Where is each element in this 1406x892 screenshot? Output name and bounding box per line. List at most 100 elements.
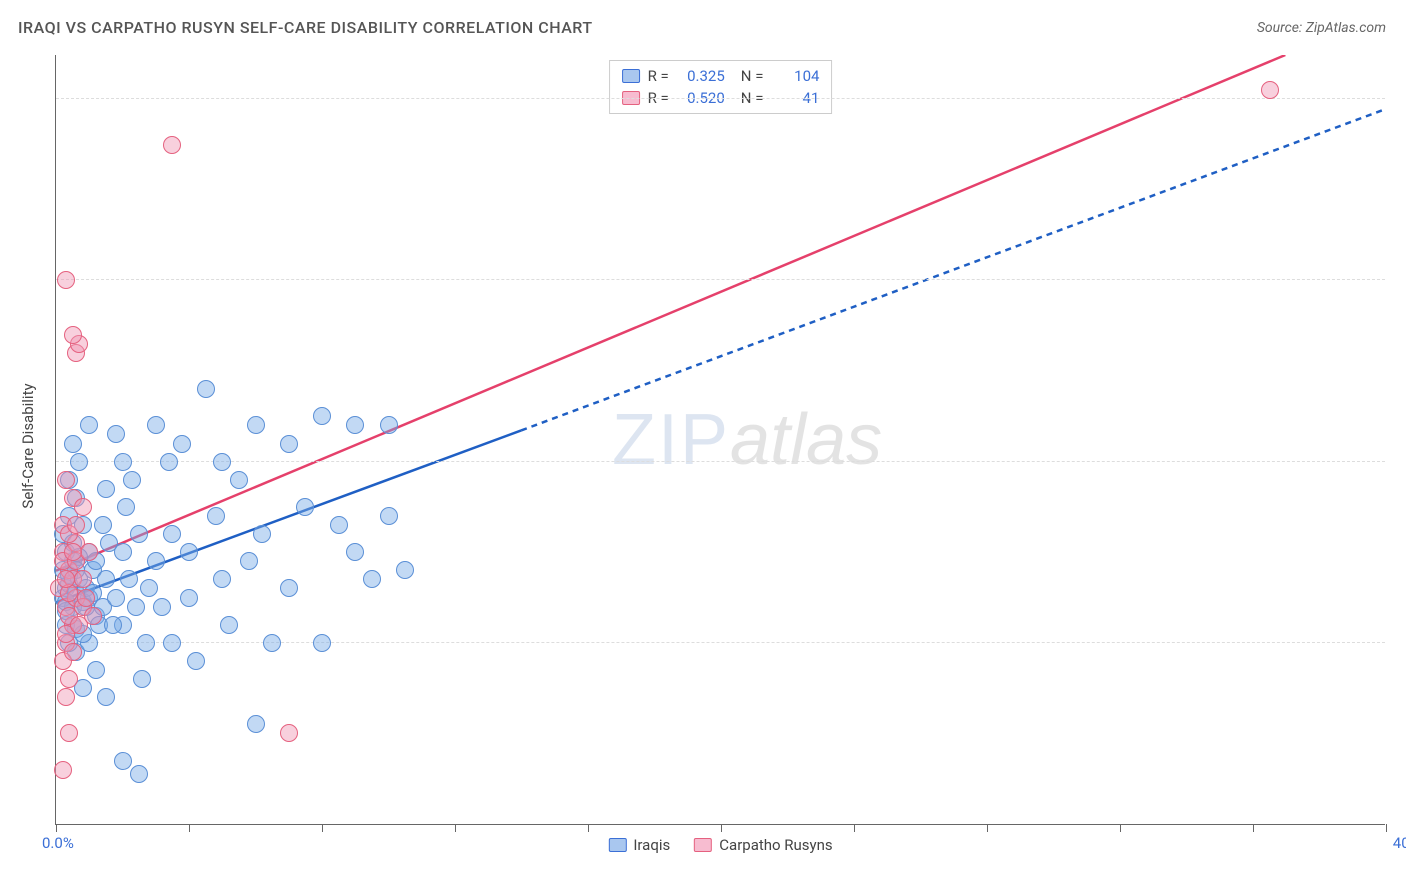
y-tick-label: 2.0%: [1392, 634, 1406, 652]
scatter-point-carpatho_rusyns: [60, 724, 78, 742]
series-legend-label: Iraqis: [633, 836, 670, 854]
grid-line: [56, 279, 1385, 280]
scatter-point-iraqis: [114, 453, 132, 471]
x-tick: [189, 824, 190, 832]
legend-n-label: N =: [741, 67, 764, 85]
plot-area: ZIPatlas 0.0% 40.0% R =0.325N =104R =0.5…: [55, 55, 1385, 825]
scatter-point-iraqis: [180, 543, 198, 561]
watermark: ZIPatlas: [612, 399, 882, 481]
scatter-point-iraqis: [120, 570, 138, 588]
scatter-point-iraqis: [313, 634, 331, 652]
y-tick-label: 8.0%: [1392, 90, 1406, 108]
x-tick: [1120, 824, 1121, 832]
x-tick: [1386, 824, 1387, 832]
legend-swatch: [694, 838, 712, 852]
scatter-point-iraqis: [80, 416, 98, 434]
grid-line: [56, 461, 1385, 462]
chart-container: IRAQI VS CARPATHO RUSYN SELF-CARE DISABI…: [0, 0, 1406, 892]
scatter-point-iraqis: [147, 552, 165, 570]
scatter-point-iraqis: [130, 765, 148, 783]
watermark-atlas: atlas: [730, 400, 882, 480]
scatter-point-iraqis: [247, 715, 265, 733]
scatter-point-carpatho_rusyns: [64, 643, 82, 661]
scatter-point-iraqis: [127, 598, 145, 616]
scatter-point-carpatho_rusyns: [67, 516, 85, 534]
scatter-point-iraqis: [130, 525, 148, 543]
scatter-point-carpatho_rusyns: [280, 724, 298, 742]
scatter-point-carpatho_rusyns: [57, 688, 75, 706]
x-tick: [854, 824, 855, 832]
scatter-point-iraqis: [380, 416, 398, 434]
scatter-point-carpatho_rusyns: [163, 136, 181, 154]
series-legend-item: Carpatho Rusyns: [694, 836, 832, 854]
scatter-point-iraqis: [363, 570, 381, 588]
scatter-point-carpatho_rusyns: [64, 326, 82, 344]
scatter-point-carpatho_rusyns: [57, 570, 75, 588]
scatter-point-iraqis: [380, 507, 398, 525]
scatter-point-iraqis: [213, 570, 231, 588]
scatter-point-carpatho_rusyns: [1261, 81, 1279, 99]
scatter-point-iraqis: [197, 380, 215, 398]
scatter-point-iraqis: [117, 498, 135, 516]
scatter-point-iraqis: [240, 552, 258, 570]
scatter-point-iraqis: [280, 435, 298, 453]
scatter-point-iraqis: [94, 516, 112, 534]
scatter-point-iraqis: [220, 616, 238, 634]
scatter-point-carpatho_rusyns: [77, 589, 95, 607]
y-tick-label: 6.0%: [1392, 271, 1406, 289]
scatter-point-iraqis: [346, 416, 364, 434]
scatter-point-carpatho_rusyns: [57, 471, 75, 489]
scatter-point-iraqis: [280, 579, 298, 597]
scatter-point-iraqis: [163, 634, 181, 652]
scatter-point-iraqis: [107, 589, 125, 607]
x-axis-max-label: 40.0%: [1393, 834, 1406, 852]
trend-line-iraqis: [521, 109, 1385, 430]
scatter-point-iraqis: [263, 634, 281, 652]
scatter-point-iraqis: [346, 543, 364, 561]
scatter-point-iraqis: [137, 634, 155, 652]
scatter-point-iraqis: [64, 435, 82, 453]
scatter-point-iraqis: [114, 543, 132, 561]
series-legend-label: Carpatho Rusyns: [719, 836, 832, 854]
x-tick: [721, 824, 722, 832]
legend-r-label: R =: [648, 67, 669, 85]
scatter-point-iraqis: [97, 688, 115, 706]
scatter-point-carpatho_rusyns: [60, 670, 78, 688]
scatter-point-iraqis: [253, 525, 271, 543]
grid-line: [56, 98, 1385, 99]
y-tick-label: 4.0%: [1392, 453, 1406, 471]
trend-lines-svg: [56, 55, 1385, 824]
scatter-point-iraqis: [104, 616, 122, 634]
series-legend-item: Iraqis: [608, 836, 670, 854]
scatter-point-iraqis: [213, 453, 231, 471]
x-axis-min-label: 0.0%: [42, 834, 74, 852]
grid-line: [56, 642, 1385, 643]
scatter-point-iraqis: [330, 516, 348, 534]
scatter-point-iraqis: [396, 561, 414, 579]
scatter-point-iraqis: [207, 507, 225, 525]
scatter-point-iraqis: [140, 579, 158, 597]
scatter-point-iraqis: [147, 416, 165, 434]
scatter-point-iraqis: [230, 471, 248, 489]
scatter-point-iraqis: [247, 416, 265, 434]
scatter-point-iraqis: [97, 570, 115, 588]
scatter-point-iraqis: [180, 589, 198, 607]
correlation-legend: R =0.325N =104R =0.520N =41: [609, 60, 833, 114]
scatter-point-iraqis: [187, 652, 205, 670]
scatter-point-iraqis: [313, 407, 331, 425]
legend-r-value: 0.325: [677, 67, 725, 85]
scatter-point-iraqis: [173, 435, 191, 453]
legend-swatch: [622, 69, 640, 83]
scatter-point-iraqis: [160, 453, 178, 471]
scatter-point-iraqis: [97, 480, 115, 498]
scatter-point-iraqis: [296, 498, 314, 516]
series-legend: Iraqis Carpatho Rusyns: [608, 836, 832, 854]
scatter-point-iraqis: [163, 525, 181, 543]
scatter-point-iraqis: [107, 425, 125, 443]
scatter-point-iraqis: [153, 598, 171, 616]
scatter-point-carpatho_rusyns: [74, 498, 92, 516]
x-tick: [588, 824, 589, 832]
x-tick: [322, 824, 323, 832]
legend-n-value: 104: [771, 67, 819, 85]
x-tick: [987, 824, 988, 832]
